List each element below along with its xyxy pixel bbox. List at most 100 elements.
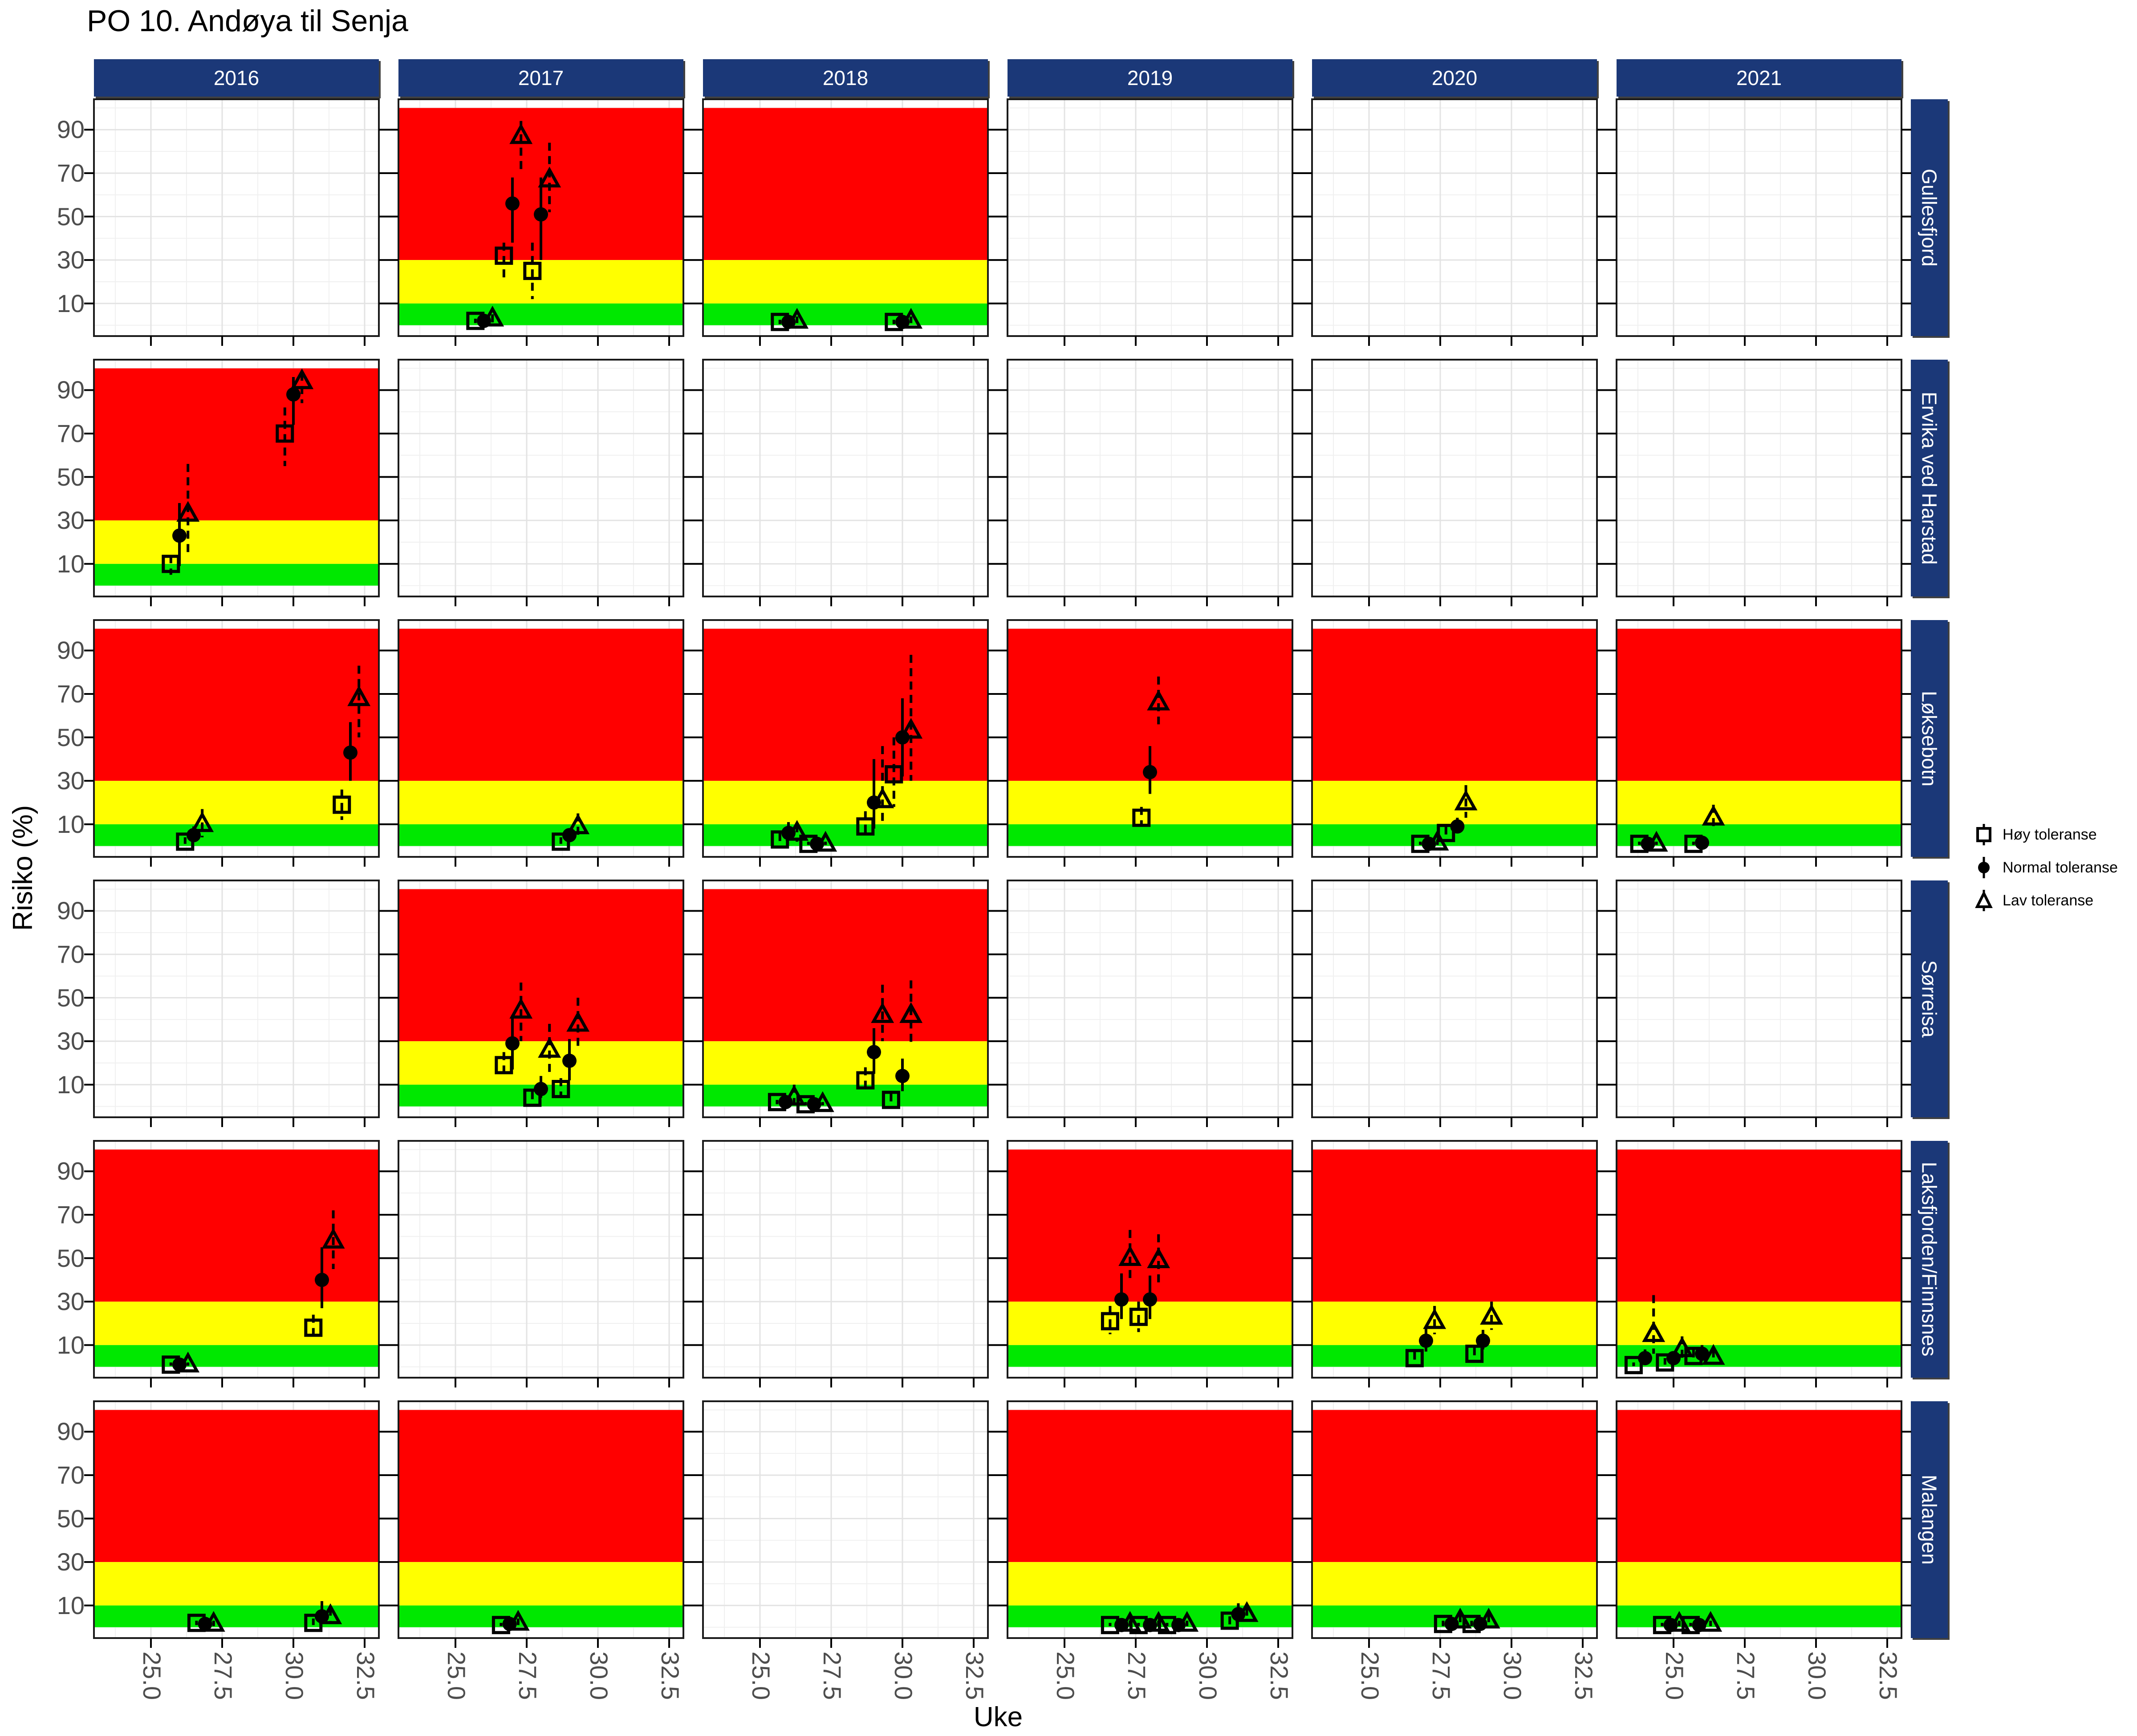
x-tick-label: 32.5	[961, 1651, 989, 1700]
y-tick-label: 30	[57, 1287, 85, 1315]
y-tick-label: 30	[57, 1548, 85, 1576]
panel-Laksfjorden-Finnsnes-2018	[693, 1140, 998, 1387]
y-tick-label: 50	[57, 1505, 85, 1533]
panel-Laksfjorden-Finnsnes-2020	[1302, 1140, 1607, 1387]
x-tick-label: 27.5	[1732, 1651, 1760, 1700]
x-tick-label: 32.5	[1570, 1651, 1598, 1700]
legend-label: Lav toleranse	[2003, 892, 2094, 909]
y-tick-label: 50	[57, 1244, 85, 1272]
panel-Laksfjorden-Finnsnes-2019	[998, 1140, 1302, 1387]
panel-L-ksebotn-2017	[389, 619, 693, 867]
panel-Gullesfjord-2017	[389, 98, 693, 346]
panel-L-ksebotn-2021	[1607, 619, 1911, 867]
square-marker-icon	[1976, 824, 1991, 845]
y-tick-label: 90	[57, 1417, 85, 1445]
panel-Laksfjorden-Finnsnes-2017	[389, 1140, 693, 1387]
y-tick-label: 10	[57, 1071, 85, 1099]
legend-item-normal-toleranse: Normal toleranse	[1972, 851, 2118, 884]
y-tick-label: 10	[57, 1591, 85, 1619]
y-tick-label: 90	[57, 896, 85, 925]
panel-Ervika-ved-Harstad-2021	[1607, 359, 1911, 606]
panel-Malangen-2016	[84, 1400, 389, 1648]
y-tick-label: 50	[57, 463, 85, 491]
y-tick-label: 50	[57, 203, 85, 231]
x-tick-label: 25.0	[747, 1651, 775, 1700]
y-tick-label: 30	[57, 767, 85, 795]
panel-Gullesfjord-2021	[1607, 98, 1911, 346]
panel-Malangen-2017	[389, 1400, 693, 1648]
panel-L-ksebotn-2020	[1302, 619, 1607, 867]
y-axis-title: Risiko (%)	[8, 805, 38, 931]
panel-Malangen-2020	[1302, 1400, 1607, 1648]
panel-S-rreisa-2016	[84, 880, 389, 1127]
panel-S-rreisa-2020	[1302, 880, 1607, 1127]
y-tick-label: 70	[57, 159, 85, 187]
panel-Ervika-ved-Harstad-2019	[998, 359, 1302, 606]
panel-S-rreisa-2021	[1607, 880, 1911, 1127]
x-tick-label: 30.0	[890, 1651, 918, 1700]
x-tick-label: 25.0	[1052, 1651, 1080, 1700]
facet-column-strip-2018: 2018	[703, 59, 988, 97]
y-tick-label: 50	[57, 723, 85, 751]
y-tick-label: 70	[57, 680, 85, 708]
x-tick-label: 25.0	[1661, 1651, 1689, 1700]
y-tick-label: 10	[57, 1331, 85, 1359]
panel-Gullesfjord-2019	[998, 98, 1302, 346]
panel-Gullesfjord-2018	[693, 98, 998, 346]
panel-L-ksebotn-2018	[693, 619, 998, 867]
legend-label: Høy toleranse	[2003, 826, 2097, 843]
y-tick-label: 70	[57, 1461, 85, 1489]
x-tick-label: 32.5	[656, 1651, 684, 1700]
x-tick-label: 25.0	[443, 1651, 471, 1700]
panel-Malangen-2019	[998, 1400, 1302, 1648]
legend-item-lav-toleranse: Lav toleranse	[1972, 884, 2118, 917]
legend: Høy toleranse Normal toleranse Lav toler…	[1972, 818, 2118, 917]
panel-Malangen-2021	[1607, 1400, 1911, 1648]
y-tick-label: 90	[57, 1157, 85, 1185]
x-tick-label: 25.0	[138, 1651, 166, 1700]
panel-S-rreisa-2017	[389, 880, 693, 1127]
panel-S-rreisa-2018	[693, 880, 998, 1127]
facet-column-strip-2016: 2016	[94, 59, 379, 97]
y-tick-label: 10	[57, 289, 85, 317]
panel-Malangen-2018	[693, 1400, 998, 1648]
facet-row-strip: Laksfjorden/Finnsnes	[1911, 1141, 1948, 1378]
y-tick-label: 10	[57, 550, 85, 578]
legend-item-hoy-toleranse: Høy toleranse	[1972, 818, 2118, 851]
chart-title: PO 10. Andøya til Senja	[87, 4, 408, 38]
triangle-marker-icon	[1975, 890, 1993, 911]
panel-Laksfjorden-Finnsnes-2016	[84, 1140, 389, 1387]
panel-Ervika-ved-Harstad-2020	[1302, 359, 1607, 606]
facet-column-strip-2020: 2020	[1312, 59, 1597, 97]
facet-column-strip-2021: 2021	[1617, 59, 1901, 97]
x-tick-label: 27.5	[1427, 1651, 1455, 1700]
x-tick-label: 27.5	[818, 1651, 846, 1700]
x-tick-label: 25.0	[1356, 1651, 1384, 1700]
legend-label: Normal toleranse	[2003, 859, 2118, 876]
y-tick-label: 30	[57, 246, 85, 274]
x-axis-title: Uke	[973, 1702, 1023, 1732]
y-tick-label: 30	[57, 506, 85, 534]
y-tick-label: 70	[57, 1201, 85, 1229]
panel-L-ksebotn-2016	[84, 619, 389, 867]
x-tick-label: 30.0	[585, 1651, 613, 1700]
x-tick-label: 27.5	[514, 1651, 542, 1700]
x-tick-label: 32.5	[1265, 1651, 1293, 1700]
panel-Ervika-ved-Harstad-2018	[693, 359, 998, 606]
x-tick-label: 27.5	[1123, 1651, 1151, 1700]
panel-Ervika-ved-Harstad-2017	[389, 359, 693, 606]
x-tick-label: 32.5	[352, 1651, 380, 1700]
y-tick-label: 50	[57, 984, 85, 1012]
y-tick-label: 10	[57, 810, 85, 838]
panel-Laksfjorden-Finnsnes-2021	[1607, 1140, 1911, 1387]
x-tick-label: 30.0	[1499, 1651, 1527, 1700]
x-tick-label: 32.5	[1874, 1651, 1902, 1700]
panel-S-rreisa-2019	[998, 880, 1302, 1127]
x-tick-label: 27.5	[209, 1651, 237, 1700]
x-tick-label: 30.0	[1803, 1651, 1831, 1700]
y-tick-label: 90	[57, 115, 85, 143]
facet-column-strip-2019: 2019	[1008, 59, 1292, 97]
x-tick-label: 30.0	[1194, 1651, 1222, 1700]
facet-row-strip: Gullesfjord	[1911, 99, 1948, 336]
